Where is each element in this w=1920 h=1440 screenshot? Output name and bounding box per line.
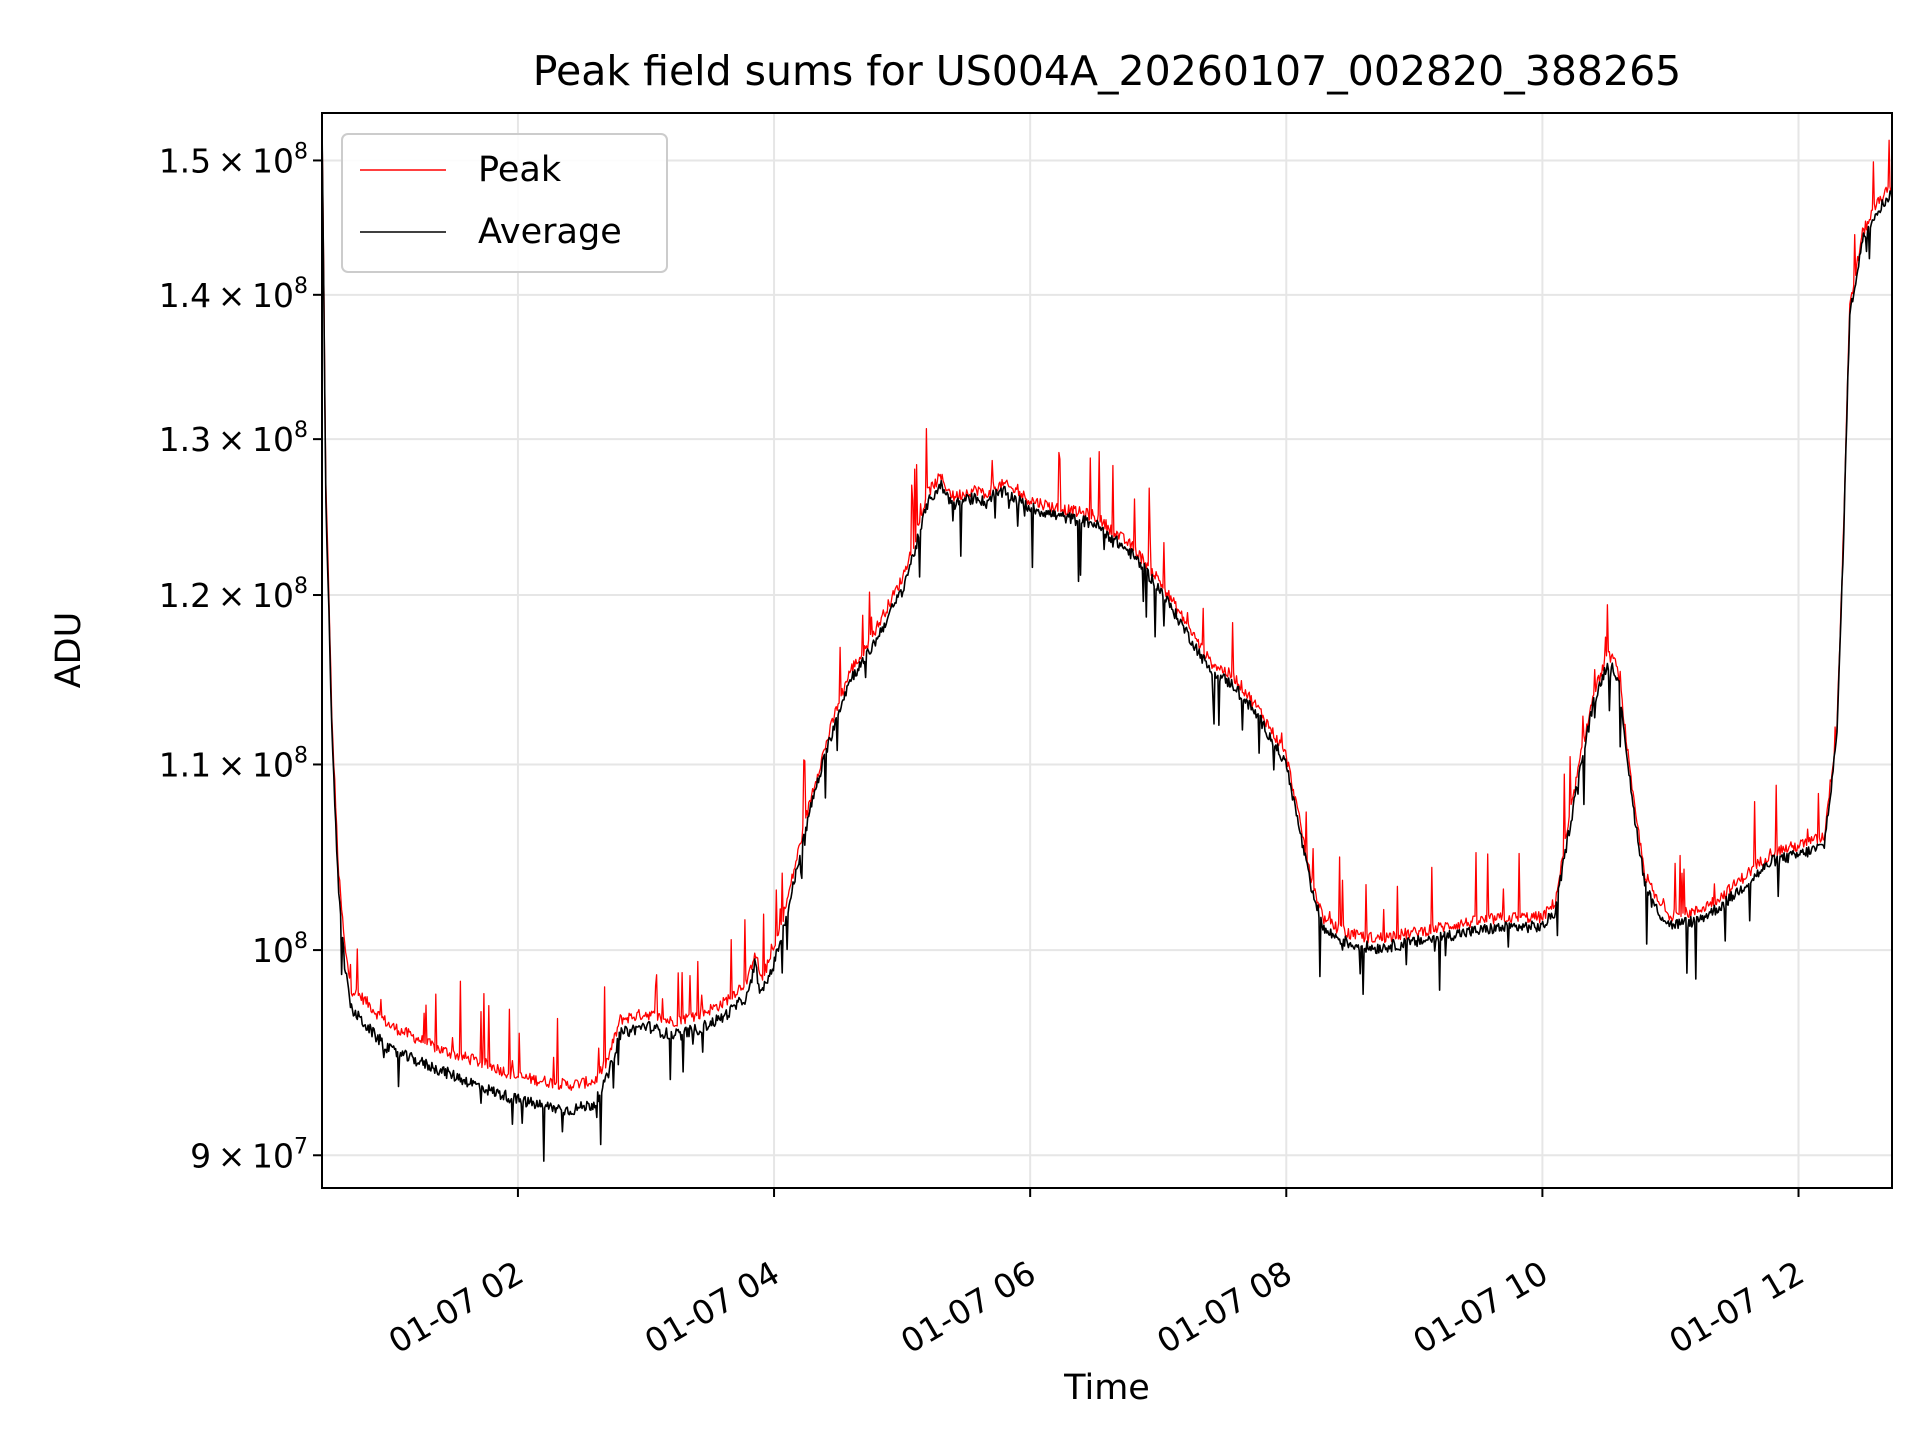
y-tick-label: 1.1 × 108 (159, 743, 308, 784)
y-tick-label-exponent: 8 (294, 574, 308, 599)
y-tick-label-base: 1.5 × 10 (159, 141, 294, 180)
y-tick-label-base: 9 × 10 (190, 1136, 294, 1175)
x-axis-label: Time (1063, 1368, 1150, 1408)
legend-box (341, 133, 668, 273)
y-tick-label: 108 (252, 929, 308, 970)
legend-average-label: Average (478, 212, 622, 252)
y-tick-label-exponent: 8 (294, 274, 308, 299)
y-axis-label: ADU (49, 612, 89, 689)
y-tick-label-base: 10 (252, 931, 294, 970)
y-tick-label-base: 1.4 × 10 (159, 276, 294, 315)
y-tick-label-exponent: 8 (294, 929, 308, 954)
y-tick-label: 1.2 × 108 (159, 574, 308, 615)
y-tick-label-base: 1.1 × 10 (159, 745, 294, 784)
legend: Peak Average (341, 133, 668, 273)
y-tick-label-exponent: 8 (294, 139, 308, 164)
y-tick-label: 1.3 × 108 (159, 418, 308, 459)
series-layer (322, 120, 1892, 1162)
y-tick-label: 1.5 × 108 (159, 139, 308, 180)
y-tick-label-base: 1.2 × 10 (159, 576, 294, 615)
legend-peak-label: Peak (478, 150, 562, 190)
y-tick-label: 9 × 107 (190, 1134, 308, 1175)
y-tick-label-base: 1.3 × 10 (159, 420, 294, 459)
y-tick-label-exponent: 8 (294, 743, 308, 768)
plot-frame (321, 112, 1893, 1189)
y-tick-label-exponent: 8 (294, 418, 308, 443)
y-tick-label-exponent: 7 (294, 1134, 308, 1159)
chart-title: Peak field sums for US004A_20260107_0028… (533, 47, 1682, 95)
plot-area-background (322, 113, 1892, 1188)
y-tick-label: 1.4 × 108 (159, 274, 308, 315)
series-average-line (322, 124, 1892, 1162)
